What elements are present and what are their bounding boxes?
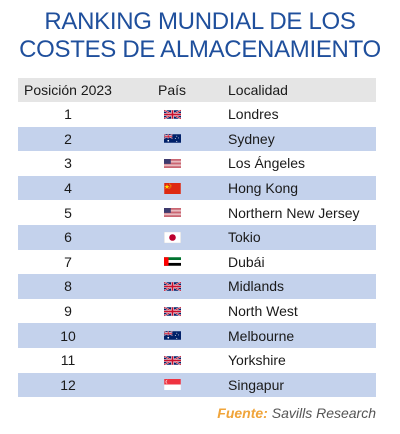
table-row: 7 Dubái bbox=[18, 249, 376, 275]
title-line-2: COSTES DE ALMACENAMIENTO bbox=[19, 36, 381, 63]
title-line-1: RANKING MUNDIAL DE LOS bbox=[44, 8, 356, 35]
australia-flag-icon bbox=[118, 330, 226, 341]
cell-position: 1 bbox=[64, 106, 72, 123]
page-title: RANKING MUNDIAL DE LOS COSTES DE ALMACEN… bbox=[0, 8, 400, 64]
table-row: 2 Sydney bbox=[18, 126, 376, 152]
cell-position: 3 bbox=[64, 155, 72, 172]
cell-position: 4 bbox=[64, 180, 72, 197]
usa-flag-icon bbox=[118, 207, 226, 218]
uk-flag-icon bbox=[118, 109, 226, 120]
source-note: Fuente: Savills Research bbox=[217, 405, 376, 421]
cell-location: Hong Kong bbox=[228, 180, 299, 197]
table-row: 6 Tokio bbox=[18, 224, 376, 250]
cell-location: Melbourne bbox=[228, 327, 295, 344]
cell-position: 7 bbox=[64, 253, 72, 270]
column-header-location: Localidad bbox=[228, 82, 288, 98]
cell-location: Midlands bbox=[228, 278, 285, 295]
usa-flag-icon bbox=[118, 158, 226, 169]
cell-position: 2 bbox=[64, 130, 72, 147]
source-label: Fuente: bbox=[217, 405, 268, 421]
cell-position: 8 bbox=[64, 278, 72, 295]
cell-position: 11 bbox=[60, 352, 76, 369]
uae-flag-icon bbox=[118, 256, 226, 267]
cell-location: Los Ángeles bbox=[228, 155, 306, 172]
table-header-row: Posición 2023 País Localidad bbox=[18, 78, 376, 102]
table-row: 1 Londres bbox=[18, 102, 376, 127]
table-row: 9 North West bbox=[18, 298, 376, 324]
uk-flag-icon bbox=[118, 355, 226, 366]
column-header-country: País bbox=[157, 82, 186, 98]
australia-flag-icon bbox=[118, 133, 226, 144]
cell-position: 9 bbox=[64, 303, 72, 320]
cell-location: Yorkshire bbox=[228, 352, 286, 369]
uk-flag-icon bbox=[118, 281, 226, 292]
table-row: 4 Hong Kong bbox=[18, 175, 376, 201]
column-header-position: Posición 2023 bbox=[24, 82, 112, 98]
ranking-table: Posición 2023 País Localidad 1 Londres 2 Sy… bbox=[18, 78, 376, 398]
japan-flag-icon bbox=[118, 231, 226, 243]
cell-location: Northern New Jersey bbox=[228, 204, 360, 221]
table-row: 11 Yorkshire bbox=[18, 347, 376, 373]
source-text: Savills Research bbox=[271, 405, 376, 421]
singapore-flag-icon bbox=[118, 379, 226, 391]
table-row: 8 Midlands bbox=[18, 274, 376, 299]
cell-location: Londres bbox=[228, 106, 279, 123]
china-flag-icon bbox=[118, 182, 226, 194]
cell-position: 10 bbox=[60, 327, 76, 344]
table-row: 10 Melbourne bbox=[18, 323, 376, 348]
table-row: 5 Northern New Jersey bbox=[18, 200, 376, 225]
cell-position: 12 bbox=[60, 376, 76, 393]
table-row: 12 Singapur bbox=[18, 372, 376, 398]
uk-flag-icon bbox=[118, 306, 226, 317]
cell-location: Singapur bbox=[228, 376, 285, 393]
cell-location: Sydney bbox=[228, 130, 275, 147]
cell-location: Tokio bbox=[228, 229, 261, 246]
cell-position: 6 bbox=[64, 229, 72, 246]
table-row: 3 Los Ángeles bbox=[18, 151, 376, 176]
cell-location: Dubái bbox=[228, 253, 265, 270]
cell-position: 5 bbox=[64, 204, 72, 221]
cell-location: North West bbox=[228, 303, 298, 320]
